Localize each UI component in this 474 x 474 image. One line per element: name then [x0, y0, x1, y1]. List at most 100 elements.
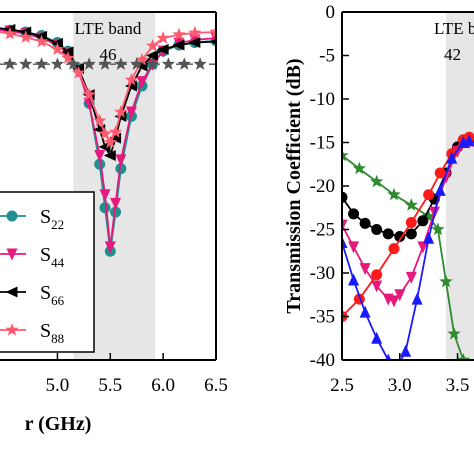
reference-marker	[66, 57, 80, 70]
left-band-label-2: 46	[100, 45, 117, 64]
reference-marker	[34, 57, 49, 70]
data-point	[104, 241, 116, 254]
y-tick-label: -35	[310, 307, 335, 328]
data-point	[342, 236, 348, 249]
data-point	[423, 231, 435, 244]
reference-marker	[130, 57, 144, 70]
left-x-axis-label: r (GHz)	[25, 413, 92, 435]
data-point	[371, 224, 383, 235]
data-point	[99, 189, 111, 202]
reference-marker	[82, 57, 96, 70]
series-s88	[0, 25, 216, 149]
data-point	[468, 362, 474, 375]
x-tick-label: 5.0	[46, 375, 70, 396]
data-point	[456, 353, 470, 360]
data-point	[145, 38, 160, 52]
y-tick-label: -25	[310, 220, 335, 241]
data-point	[447, 326, 461, 340]
data-point	[93, 113, 107, 127]
data-point	[463, 134, 474, 147]
y-tick-label: -5	[319, 46, 335, 67]
data-point	[98, 126, 112, 140]
data-point	[411, 292, 423, 305]
data-point	[400, 344, 412, 357]
x-tick-label: 3.0	[388, 375, 412, 396]
data-point	[359, 217, 371, 229]
data-point	[388, 243, 400, 255]
data-point	[61, 46, 74, 58]
reference-marker	[98, 57, 112, 70]
data-point	[135, 52, 149, 66]
data-point	[348, 208, 360, 220]
data-point	[71, 65, 86, 79]
y-tick-label: -15	[310, 133, 335, 154]
legend-label: S66	[40, 282, 65, 308]
data-point	[3, 26, 17, 40]
x-tick-label: 2.5	[330, 375, 354, 396]
reference-marker	[19, 57, 33, 70]
right-band-shade	[446, 12, 474, 360]
data-point	[82, 87, 96, 101]
y-tick-label: -30	[310, 263, 335, 284]
x-tick-label: 6.5	[204, 375, 228, 396]
legend-label: S44	[40, 244, 65, 270]
data-point	[19, 30, 33, 43]
data-point	[371, 269, 383, 281]
data-point	[371, 280, 383, 293]
reference-marker	[161, 57, 176, 70]
data-point	[108, 125, 123, 138]
reference-marker	[3, 57, 17, 70]
data-point	[110, 197, 122, 210]
data-point	[172, 39, 185, 51]
series-blue-triangle-up	[342, 134, 474, 360]
data-point	[370, 174, 384, 188]
data-point	[394, 289, 406, 302]
data-point	[405, 271, 417, 284]
data-point	[103, 150, 116, 162]
data-point	[99, 202, 111, 214]
data-point	[382, 228, 394, 240]
data-point	[188, 36, 201, 48]
data-point	[125, 106, 137, 119]
data-point	[342, 148, 349, 162]
data-point	[61, 51, 75, 64]
data-point	[110, 206, 122, 218]
data-point	[50, 42, 65, 56]
y-tick-label: -10	[310, 89, 335, 110]
data-point	[156, 43, 169, 55]
data-point	[359, 263, 371, 276]
reference-marker	[50, 57, 65, 70]
data-point	[439, 274, 453, 288]
left-legend: S22 S44 S66 S88	[0, 191, 95, 353]
reference-marker	[145, 57, 160, 70]
data-point	[388, 295, 400, 308]
data-point	[434, 183, 446, 196]
data-point	[417, 215, 429, 227]
data-point	[417, 241, 429, 254]
data-point	[431, 222, 445, 236]
reference-marker	[0, 61, 1, 63]
data-point	[103, 135, 117, 149]
data-point	[342, 219, 348, 232]
reference-markers	[0, 57, 207, 70]
series-green-star	[342, 148, 474, 375]
data-point	[405, 228, 417, 240]
data-point	[94, 158, 106, 170]
reference-marker	[114, 57, 128, 70]
reference-marker	[193, 57, 207, 70]
data-point	[136, 76, 148, 89]
data-point	[0, 28, 1, 30]
data-point	[94, 150, 106, 163]
legend-label: S88	[40, 320, 64, 346]
data-point	[405, 217, 417, 229]
data-point	[146, 50, 159, 61]
data-point	[387, 187, 401, 201]
data-point	[114, 105, 128, 118]
data-point	[385, 353, 392, 360]
data-point	[446, 151, 458, 164]
y-tick-label: -40	[310, 350, 335, 371]
right-y-axis-label: Transmission Coefficient (dB)	[283, 58, 305, 313]
data-point	[50, 37, 63, 49]
data-point	[34, 34, 49, 48]
